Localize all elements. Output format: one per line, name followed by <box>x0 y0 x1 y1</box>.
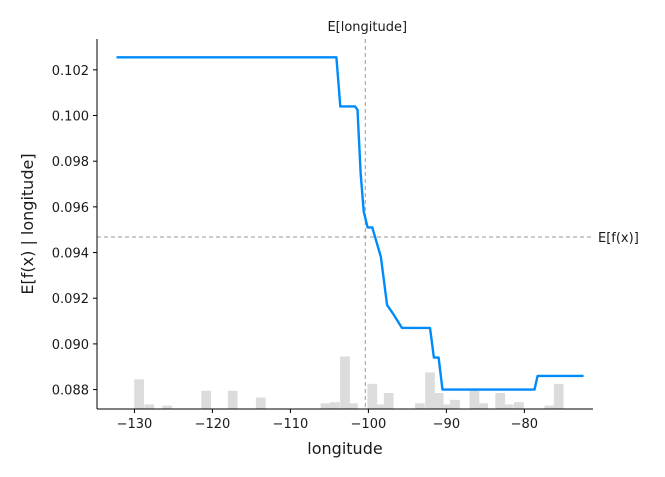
histogram-bar <box>134 379 144 409</box>
histogram-bar <box>375 404 385 409</box>
y-axis-label: E[f(x) | longitude] <box>18 153 37 294</box>
histogram-bar <box>553 383 564 409</box>
line-layer <box>116 56 584 391</box>
histogram-bar <box>144 404 155 409</box>
histogram-bar <box>441 404 452 409</box>
histogram-bar <box>503 404 514 409</box>
x-tick-label: −130 <box>117 417 153 432</box>
y-tick-label: 0.098 <box>52 155 89 170</box>
y-tick-label: 0.088 <box>52 384 89 399</box>
expected-feature-label: E[longitude] <box>327 20 407 35</box>
histogram-bar <box>425 372 435 409</box>
histogram-bar <box>227 390 238 409</box>
axes <box>96 39 593 410</box>
y-tick-label: 0.096 <box>52 201 89 216</box>
histogram-bar <box>162 405 173 409</box>
series-line <box>116 56 584 391</box>
histogram-bar <box>340 356 350 409</box>
histogram-bar <box>320 403 331 409</box>
histogram-bar <box>478 403 488 409</box>
histogram-bar <box>495 393 506 409</box>
reference-lines <box>97 39 593 409</box>
expected-value-label: E[f(x)] <box>598 231 639 246</box>
y-tick-label: 0.094 <box>52 247 89 262</box>
histogram-bar <box>383 393 394 409</box>
y-tick-label: 0.100 <box>52 110 89 125</box>
histogram-bar <box>367 383 378 409</box>
histogram-bar <box>201 390 212 409</box>
x-ticks: −130 −120 −110 −100 −90 −80 <box>117 409 538 432</box>
y-tick-label: 0.102 <box>52 64 89 79</box>
x-tick-label: −110 <box>273 417 309 432</box>
histogram-bar <box>469 388 480 409</box>
y-tick-label: 0.092 <box>52 292 89 307</box>
x-axis-label: longitude <box>307 439 382 458</box>
x-tick-label: −100 <box>351 417 387 432</box>
histogram-bar <box>450 399 460 409</box>
histogram-bar <box>414 403 425 409</box>
x-tick-label: −120 <box>195 417 231 432</box>
histogram-layer <box>134 356 564 409</box>
x-tick-label: −90 <box>433 417 460 432</box>
x-tick-label: −80 <box>511 417 538 432</box>
histogram-bar <box>329 402 340 409</box>
histogram-bar <box>347 403 358 409</box>
histogram-bar <box>433 393 444 409</box>
y-ticks: 0.088 0.090 0.092 0.094 0.096 0.098 0.100 0.102 <box>52 64 97 399</box>
y-tick-label: 0.090 <box>52 338 89 353</box>
histogram-bar <box>514 402 524 409</box>
histogram-bar <box>544 405 555 409</box>
histogram-bar <box>255 397 266 409</box>
